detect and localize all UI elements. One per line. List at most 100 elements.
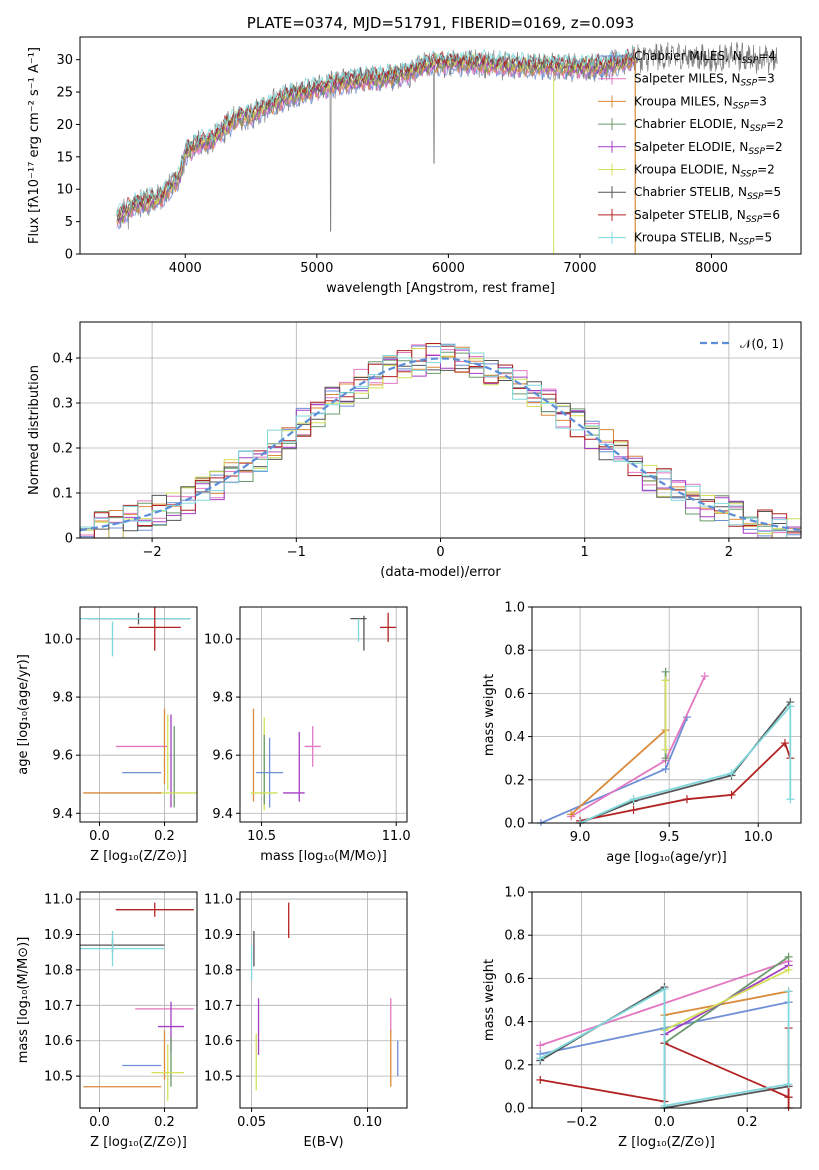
x-tick-label: 9.0 <box>570 830 591 845</box>
x-tick-label: −1 <box>287 545 306 560</box>
y-tick-label: 1.0 <box>504 601 525 616</box>
y-tick-label: 9.8 <box>212 691 233 706</box>
model-spectrum-line <box>116 45 636 216</box>
x-tick-label: 0.2 <box>154 829 175 844</box>
series-line <box>664 990 789 1016</box>
y-tick-label: 0.0 <box>504 817 525 832</box>
y-tick-label: 10.9 <box>44 928 73 943</box>
y-tick-label: 9.8 <box>52 691 73 706</box>
scatter-plot <box>250 902 399 1091</box>
scatter-plot <box>80 607 197 808</box>
axes-frame <box>531 891 802 1109</box>
y-tick-label: 0.8 <box>504 929 525 944</box>
residual-histogram <box>80 344 801 538</box>
series-marker <box>786 702 795 711</box>
y-axis-label: Flux [fλ10⁻¹⁷ erg cm⁻² s⁻¹ A⁻¹] <box>27 47 42 244</box>
series-marker <box>700 672 709 681</box>
y-tick-label: 0.6 <box>504 972 525 987</box>
series-marker <box>780 739 789 748</box>
x-tick-label: 2 <box>725 545 733 560</box>
x-tick-label: 0.0 <box>89 1115 110 1130</box>
y-tick-label: 10.7 <box>204 999 233 1014</box>
x-tick-label: 10.0 <box>744 830 773 845</box>
series-marker <box>784 987 793 996</box>
residuals-plot <box>80 343 801 538</box>
legend-label: Salpeter ELODIE, NSSP=2 <box>634 140 783 157</box>
axes-frame <box>79 36 802 255</box>
legend-label: Chabrier MILES, NSSP=4 <box>634 49 776 66</box>
series-marker <box>567 810 576 819</box>
series-marker <box>661 754 670 763</box>
x-tick-label: 5000 <box>300 261 333 276</box>
x-tick-label: 8000 <box>695 261 728 276</box>
y-tick-label: 0.2 <box>504 773 525 788</box>
spectrum-plot <box>116 41 778 254</box>
y-tick-label: 0.8 <box>504 644 525 659</box>
x-tick-label: 0.10 <box>353 1115 382 1130</box>
legend-label: Chabrier ELODIE, NSSP=2 <box>634 117 784 134</box>
y-tick-label: 10.6 <box>44 1034 73 1049</box>
normal-reference-curve <box>80 357 801 532</box>
y-tick-label: 11.0 <box>44 893 73 908</box>
chart-spectrum: 4000 5000 6000 7000 8000 0 5 10 15 20 25 30 waveleng… <box>27 14 802 296</box>
x-axis-label: Z [log₁₀(Z/Z⊙)] <box>90 849 187 864</box>
x-axis-label: (data-model)/error <box>380 565 501 580</box>
series-line <box>539 987 790 1107</box>
x-tick-label: 4000 <box>169 261 202 276</box>
y-tick-label: 10.6 <box>204 1034 233 1049</box>
series-marker <box>661 667 670 676</box>
x-tick-label: 0.0 <box>89 829 110 844</box>
chart-title: PLATE=0374, MJD=51791, FIBERID=0169, z=0… <box>247 14 634 32</box>
series-marker <box>661 745 670 754</box>
series-marker <box>784 1093 793 1102</box>
chart-mass-vs-ebv: 0.05 0.10 10.5 10.6 10.7 10.8 10.9 11.0 E(B-V) <box>204 891 408 1150</box>
y-tick-label: 10.8 <box>44 963 73 978</box>
legend-label: Salpeter STELIB, NSSP=6 <box>634 208 780 225</box>
y-axis-label: mass weight <box>482 674 497 756</box>
legend-label: 𝒩(0, 1) <box>740 337 784 351</box>
legend-label: Salpeter MILES, NSSP=3 <box>634 72 775 89</box>
axes-frame <box>79 891 198 1109</box>
chart-massweight-vs-Z: −0.2 0.0 0.2 0.0 0.2 0.4 0.6 0.8 1.0 Z [log₁₀(Z/Z… <box>482 886 802 1150</box>
y-tick-label: 10.9 <box>204 928 233 943</box>
series-marker <box>536 1041 545 1050</box>
y-tick-label: 10 <box>56 183 73 198</box>
x-axis-label: Z [log₁₀(Z/Z⊙)] <box>618 1135 715 1150</box>
x-axis-label: age [log₁₀(age/yr)] <box>606 850 727 865</box>
y-tick-label: 0.1 <box>52 487 73 502</box>
x-axis-label: mass [log₁₀(M/M⊙)] <box>260 849 387 864</box>
series-marker <box>536 1054 545 1063</box>
axes-frame <box>239 606 408 823</box>
x-tick-label: 10.5 <box>247 829 276 844</box>
x-tick-label: 6000 <box>432 261 465 276</box>
legend-label: Kroupa ELODIE, NSSP=2 <box>634 163 775 180</box>
y-tick-label: 0.4 <box>52 352 73 367</box>
series-marker <box>661 765 670 773</box>
y-tick-label: 5 <box>65 215 73 230</box>
series-marker <box>660 985 669 994</box>
chart-mass-vs-Z: 0.0 0.2 10.5 10.6 10.7 10.8 10.9 11.0 Z [log₁₀(Z… <box>16 891 198 1150</box>
y-tick-label: 20 <box>56 118 73 133</box>
series-marker <box>784 965 793 974</box>
y-tick-label: 9.4 <box>212 807 233 822</box>
y-tick-label: 25 <box>56 86 73 101</box>
x-tick-label: 0.05 <box>237 1115 266 1130</box>
y-tick-label: 0 <box>65 532 73 547</box>
chart-massweight-vs-age: 9.0 9.5 10.0 0.0 0.2 0.4 0.6 0.8 1.0 age [log₁₀(a… <box>482 601 802 865</box>
x-tick-label: 0.2 <box>154 1115 175 1130</box>
x-tick-label: 0.2 <box>737 1115 758 1130</box>
scatter-plot <box>250 612 397 811</box>
legend-label: Chabrier STELIB, NSSP=5 <box>634 185 781 202</box>
y-tick-label: 10.7 <box>44 999 73 1014</box>
y-tick-label: 0.3 <box>52 397 73 412</box>
series-marker <box>629 795 638 804</box>
y-tick-label: 9.4 <box>52 807 73 822</box>
axes-frame <box>79 606 198 823</box>
y-tick-label: 0.2 <box>52 442 73 457</box>
series-marker <box>727 790 736 799</box>
x-tick-label: 0.0 <box>654 1115 675 1130</box>
y-tick-label: 0.0 <box>504 1102 525 1117</box>
scatter-plot <box>80 902 194 1101</box>
x-tick-label: 1 <box>581 545 589 560</box>
